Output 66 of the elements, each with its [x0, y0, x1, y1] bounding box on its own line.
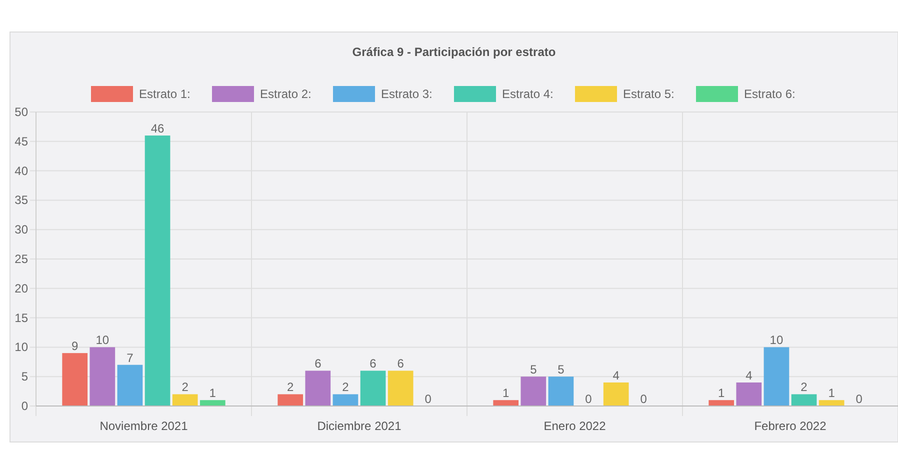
data-label: 6	[397, 356, 404, 371]
legend-label: Estrato 6:	[744, 87, 796, 101]
bar	[144, 136, 170, 406]
x-tick-label: Diciembre 2021	[317, 419, 402, 433]
y-tick-label: 35	[14, 193, 28, 208]
bar	[90, 347, 116, 406]
y-tick-label: 50	[14, 105, 28, 119]
data-label: 10	[770, 333, 784, 348]
data-label: 2	[287, 380, 294, 394]
bar	[520, 376, 546, 406]
legend-label: Estrato 1:	[139, 87, 190, 101]
data-label: 0	[585, 392, 592, 406]
y-tick-label: 20	[14, 281, 28, 296]
y-tick-label: 30	[14, 222, 28, 237]
data-label: 46	[150, 122, 165, 136]
data-label: 5	[558, 362, 565, 377]
data-label: 9	[72, 339, 79, 354]
bar	[708, 400, 734, 406]
data-label: 1	[718, 386, 726, 400]
bar	[305, 370, 331, 406]
y-tick-label: 10	[14, 340, 28, 354]
bar	[62, 353, 88, 406]
x-tick-label: Enero 2022	[544, 419, 606, 433]
data-label: 0	[856, 392, 863, 406]
bar	[388, 370, 414, 406]
data-label: 0	[424, 392, 432, 406]
legend-label: Estrato 2:	[260, 87, 312, 101]
legend-label: Estrato 5:	[623, 87, 674, 101]
data-label: 1	[209, 386, 216, 400]
data-label: 2	[182, 380, 189, 394]
bar	[493, 400, 519, 406]
bar	[278, 394, 304, 406]
data-label: 7	[126, 350, 134, 365]
bar	[818, 400, 844, 406]
data-label: 4	[746, 368, 753, 382]
bar	[548, 376, 574, 406]
data-label: 2	[342, 380, 350, 394]
y-tick-label: 5	[21, 370, 28, 384]
legend-label: Estrato 3:	[381, 87, 432, 101]
data-label: 2	[800, 380, 808, 394]
chart-title: Gráfica 9 - Participación por estrato	[352, 45, 556, 59]
data-label: 10	[96, 333, 110, 348]
bar	[764, 347, 790, 406]
bar	[117, 364, 143, 406]
bar	[736, 382, 762, 406]
x-tick-label: Febrero 2022	[754, 419, 827, 433]
data-label: 1	[502, 386, 510, 400]
bar	[172, 394, 198, 406]
y-tick-label: 45	[14, 134, 28, 148]
bar	[200, 400, 226, 406]
y-tick-label: 25	[14, 252, 28, 266]
bar	[332, 394, 358, 406]
y-tick-label: 15	[14, 310, 28, 325]
bar	[791, 394, 817, 406]
x-tick-label: Noviembre 2021	[100, 419, 188, 433]
data-label: 1	[828, 386, 836, 400]
legend-label: Estrato 4:	[502, 87, 554, 101]
bar	[603, 382, 629, 406]
bar	[360, 370, 386, 406]
data-label: 6	[370, 356, 377, 371]
data-label: 5	[530, 362, 538, 377]
data-label: 6	[314, 356, 322, 371]
data-label: 0	[640, 392, 648, 406]
y-tick-label: 0	[21, 399, 28, 413]
y-tick-label: 40	[14, 164, 28, 178]
data-label: 4	[612, 368, 620, 382]
